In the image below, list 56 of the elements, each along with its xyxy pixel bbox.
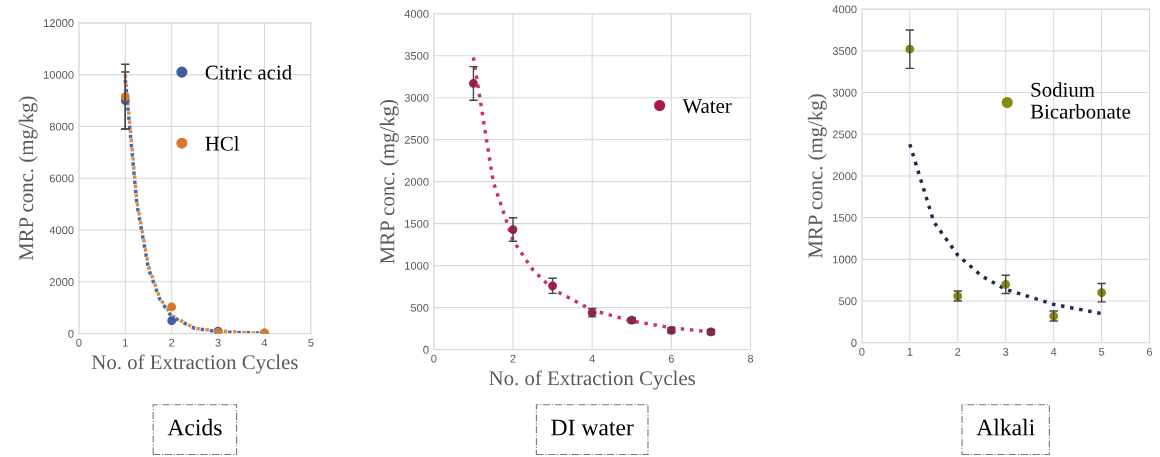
line-series bbox=[908, 142, 1104, 316]
text: Alkali bbox=[976, 418, 1035, 436]
y-axis-title: MRP conc. (mg/kg) bbox=[18, 96, 38, 261]
y-tick-label: 3500 bbox=[832, 47, 857, 55]
x-tick-label: 4 bbox=[1050, 348, 1057, 356]
legend-label: Citric acid bbox=[205, 64, 292, 80]
y-tick-label: 12000 bbox=[43, 19, 74, 27]
text: Acids bbox=[167, 418, 222, 436]
y-tick-label: 3000 bbox=[404, 93, 429, 102]
x-axis-title: No. of Extraction Cycles bbox=[91, 354, 298, 374]
y-tick-label: 2500 bbox=[832, 130, 857, 139]
x-tick-label: 0 bbox=[76, 338, 82, 347]
x-tick-label: 2 bbox=[955, 347, 961, 356]
text: DI water bbox=[551, 419, 634, 436]
x-tick-label: 8 bbox=[747, 354, 754, 363]
x-tick-label: 0 bbox=[859, 347, 865, 356]
x-axis-title: No. of Extraction Cycles bbox=[489, 370, 695, 390]
x-tick-label: 2 bbox=[169, 338, 175, 347]
legend-label: HCl bbox=[205, 136, 240, 151]
legend-label: Water bbox=[682, 99, 732, 114]
y-tick-label: 2500 bbox=[404, 135, 429, 144]
x-tick-label: 4 bbox=[261, 338, 268, 347]
x-tick-label: 1 bbox=[123, 338, 128, 347]
y-tick-label: 10000 bbox=[43, 70, 74, 79]
x-tick-label: 1 bbox=[907, 348, 913, 356]
y-tick-label: 4000 bbox=[49, 226, 74, 235]
y-tick-label: 1500 bbox=[405, 219, 429, 228]
point bbox=[167, 316, 177, 326]
x-tick-label: 3 bbox=[1003, 347, 1009, 356]
y-tick-label: 1000 bbox=[405, 261, 429, 270]
x-tick-label: 3 bbox=[215, 338, 221, 347]
y-tick-label: 3500 bbox=[404, 51, 429, 60]
x-tick-label: 5 bbox=[308, 338, 314, 347]
y-tick-label: 1000 bbox=[833, 255, 857, 264]
y-tick-label: 0 bbox=[68, 329, 74, 338]
y-tick-label: 2000 bbox=[404, 177, 429, 186]
y-axis-title: MRP conc. (mg/kg) bbox=[807, 94, 827, 258]
point bbox=[167, 302, 177, 312]
x-tick-label: 6 bbox=[668, 354, 674, 363]
y-tick-label: 8000 bbox=[49, 122, 74, 131]
x-tick-label: 4 bbox=[589, 354, 595, 363]
y-tick-label: 6000 bbox=[49, 174, 74, 183]
y-tick-label: 1500 bbox=[833, 213, 857, 222]
x-tick-label: 2 bbox=[510, 354, 516, 363]
y-tick-label: 4000 bbox=[832, 5, 857, 14]
y-tick-label: 4000 bbox=[404, 9, 429, 18]
x-tick-label: 6 bbox=[1147, 347, 1153, 356]
y-tick-label: 2000 bbox=[49, 278, 74, 286]
x-tick-label: 5 bbox=[1098, 348, 1105, 356]
x-tick-label: 0 bbox=[431, 354, 437, 363]
y-tick-label: 500 bbox=[838, 297, 857, 306]
y-tick-label: 2000 bbox=[832, 172, 857, 181]
y-tick-label: 3000 bbox=[832, 88, 857, 97]
y-tick-label: 500 bbox=[410, 303, 429, 312]
y-axis-title: MRP conc. (mg/kg) bbox=[379, 99, 399, 264]
legend-label: Sodium Bicarbonate bbox=[1030, 82, 1131, 119]
